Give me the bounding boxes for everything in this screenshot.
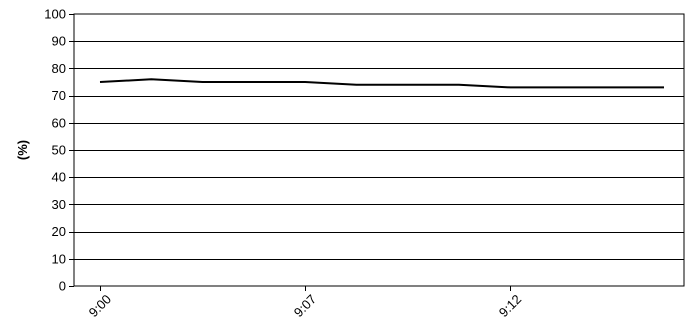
y-tick-label: 20: [52, 224, 66, 239]
gridlines: [74, 41, 684, 260]
series-line: [99, 78, 664, 89]
y-axis-title: (%): [15, 140, 30, 160]
y-tick-label: 10: [52, 251, 66, 266]
y-tick-label: 70: [52, 88, 66, 103]
series-layer: [99, 78, 664, 89]
y-axis-ticks: 0 10 20 30 40 50 60 70 80 90 100: [44, 7, 74, 294]
y-tick-label: 30: [52, 197, 66, 212]
x-axis-ticks: 9:00 9:07 9:12: [86, 286, 525, 321]
plot-frame: [73, 13, 685, 287]
y-tick-label: 90: [52, 34, 66, 49]
y-tick-label: 60: [52, 115, 66, 130]
y-tick-label: 100: [44, 7, 66, 22]
y-tick-label: 40: [52, 170, 66, 185]
x-tick-label: 9:12: [496, 292, 525, 321]
y-tick-label: 50: [52, 143, 66, 158]
y-tick-label: 80: [52, 61, 66, 76]
x-tick-label: 9:07: [291, 292, 320, 321]
x-tick-label: 9:00: [86, 292, 115, 321]
y-tick-label: 0: [59, 279, 66, 294]
